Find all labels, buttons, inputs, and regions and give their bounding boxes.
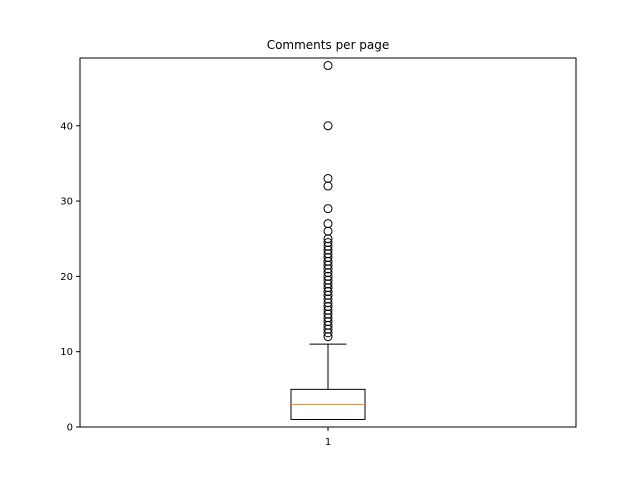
outlier-point — [323, 173, 333, 183]
outlier-point — [323, 238, 333, 247]
box-group — [290, 61, 366, 420]
outlier-point — [323, 61, 333, 71]
outlier-point — [323, 181, 333, 191]
chart-title: Comments per page — [267, 38, 390, 52]
x-tick-label: 1 — [325, 437, 331, 448]
y-tick-label: 0 — [67, 423, 73, 434]
y-axis: 0 10 20 30 40 — [60, 121, 80, 434]
y-tick-label: 20 — [60, 272, 73, 283]
outlier-point — [323, 204, 333, 214]
y-tick-label: 40 — [60, 121, 73, 132]
box-item — [290, 61, 366, 420]
y-tick-label: 30 — [60, 197, 73, 208]
x-axis: 1 — [325, 427, 331, 448]
y-tick-label: 10 — [60, 347, 73, 358]
outlier-point — [323, 121, 333, 131]
outlier-point — [323, 226, 333, 236]
outlier-point — [323, 219, 333, 229]
